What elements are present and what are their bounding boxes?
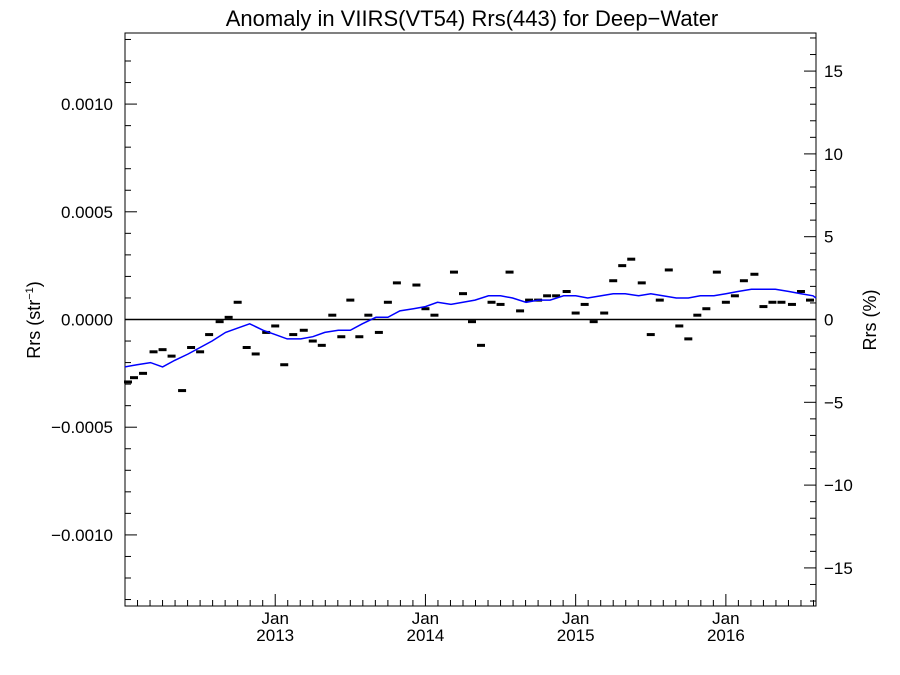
left-tick-label: −0.0010 — [51, 526, 113, 545]
left-tick-label: −0.0005 — [51, 418, 113, 437]
left-tick-label: 0.0005 — [61, 203, 113, 222]
x-tick-month-label: Jan — [262, 609, 289, 628]
right-tick-label: 5 — [824, 228, 833, 247]
anomaly-markers — [124, 257, 814, 393]
right-axis-label: Rrs (%) — [860, 290, 880, 351]
right-tick-label: 15 — [824, 62, 843, 81]
left-tick-label: 0.0010 — [61, 95, 113, 114]
chart-title: Anomaly in VIIRS(VT54) Rrs(443) for Deep… — [226, 6, 719, 31]
x-tick-year-label: 2013 — [256, 626, 294, 645]
right-tick-label: −15 — [824, 559, 853, 578]
right-tick-label: −5 — [824, 393, 843, 412]
left-axis-label: Rrs (str−1) — [24, 281, 44, 359]
left-tick-label: 0.0000 — [61, 311, 113, 330]
x-tick-year-label: 2015 — [557, 626, 595, 645]
x-tick-month-label: Jan — [562, 609, 589, 628]
right-tick-label: 0 — [824, 311, 833, 330]
right-y-axis: 15 10 5 0 −5 −10 −15 — [804, 37, 853, 602]
left-y-axis: 0.0010 0.0005 0.0000 −0.0005 −0.0010 — [51, 38, 137, 601]
x-tick-year-label: 2014 — [407, 626, 445, 645]
x-tick-month-label: Jan — [412, 609, 439, 628]
right-tick-label: 10 — [824, 145, 843, 164]
x-tick-year-label: 2016 — [707, 626, 745, 645]
running-mean-line — [124, 288, 817, 368]
right-tick-label: −10 — [824, 476, 853, 495]
x-tick-month-label: Jan — [712, 609, 739, 628]
